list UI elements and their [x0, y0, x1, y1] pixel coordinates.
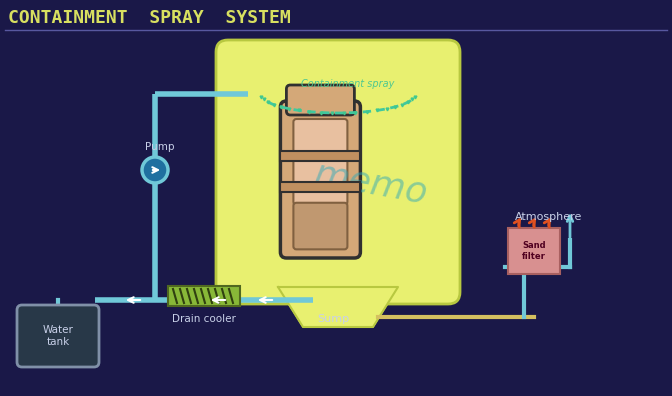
FancyBboxPatch shape [280, 101, 360, 258]
Text: CONTAINMENT  SPRAY  SYSTEM: CONTAINMENT SPRAY SYSTEM [8, 9, 291, 27]
Text: Sand
filter: Sand filter [522, 241, 546, 261]
FancyBboxPatch shape [216, 40, 460, 304]
FancyBboxPatch shape [294, 203, 347, 249]
Text: memo: memo [312, 157, 431, 211]
Text: Water
tank: Water tank [42, 325, 73, 347]
FancyBboxPatch shape [294, 119, 347, 205]
Text: Drain cooler: Drain cooler [172, 314, 236, 324]
Bar [280, 150, 360, 160]
Polygon shape [278, 287, 398, 327]
FancyBboxPatch shape [17, 305, 99, 367]
Text: Pump: Pump [145, 142, 175, 152]
Text: Containment spray: Containment spray [301, 79, 394, 89]
Text: Sump: Sump [317, 314, 349, 324]
FancyBboxPatch shape [508, 228, 560, 274]
Bar [280, 183, 360, 192]
FancyBboxPatch shape [286, 85, 354, 115]
Text: Atmosphere: Atmosphere [515, 212, 583, 222]
FancyBboxPatch shape [168, 286, 240, 306]
Circle shape [142, 157, 168, 183]
